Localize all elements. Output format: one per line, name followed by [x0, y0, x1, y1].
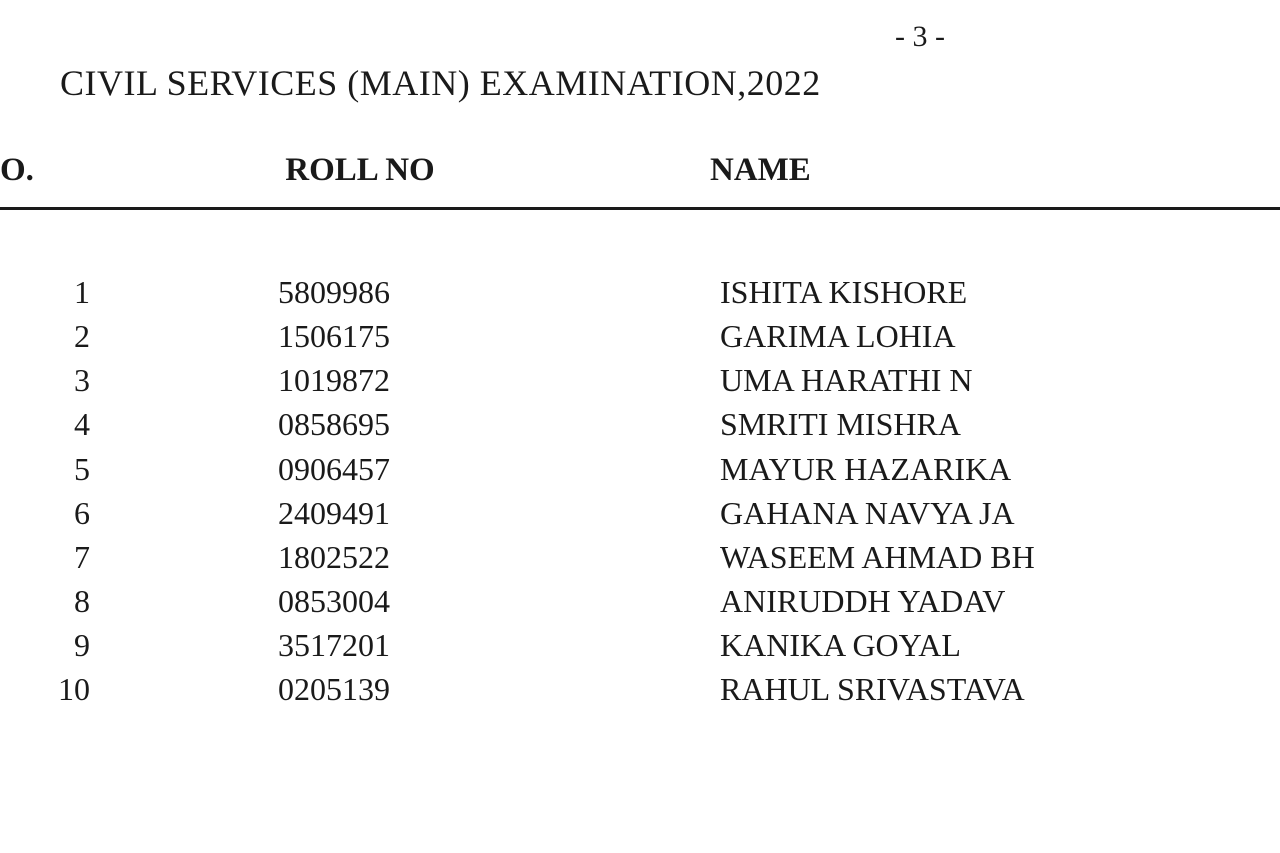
cell-sno: 3	[30, 358, 120, 402]
cell-name: SMRITI MISHRA	[540, 402, 1280, 446]
cell-name: MAYUR HAZARIKA	[540, 447, 1280, 491]
cell-roll: 1019872	[120, 358, 540, 402]
cell-sno: 10	[30, 667, 120, 711]
cell-roll: 3517201	[120, 623, 540, 667]
cell-sno: 7	[30, 535, 120, 579]
cell-name: RAHUL SRIVASTAVA	[540, 667, 1280, 711]
cell-sno: 6	[30, 491, 120, 535]
page-title: CIVIL SERVICES (MAIN) EXAMINATION,2022	[60, 62, 1280, 104]
cell-name: UMA HARATHI N	[540, 358, 1280, 402]
table-row: 2 1506175 GARIMA LOHIA	[30, 314, 1280, 358]
cell-roll: 0853004	[120, 579, 540, 623]
header-divider	[0, 207, 1280, 210]
table-body: 1 5809986 ISHITA KISHORE 2 1506175 GARIM…	[0, 270, 1280, 712]
cell-sno: 8	[30, 579, 120, 623]
cell-roll: 0858695	[120, 402, 540, 446]
header-sno: O.	[0, 152, 100, 189]
cell-name: ISHITA KISHORE	[540, 270, 1280, 314]
cell-sno: 2	[30, 314, 120, 358]
cell-name: KANIKA GOYAL	[540, 623, 1280, 667]
table-row: 9 3517201 KANIKA GOYAL	[30, 623, 1280, 667]
cell-sno: 5	[30, 447, 120, 491]
cell-roll: 1506175	[120, 314, 540, 358]
page-number: - 3 -	[560, 20, 1280, 54]
cell-roll: 5809986	[120, 270, 540, 314]
table-header: O. ROLL NO NAME	[0, 152, 1280, 189]
table-row: 3 1019872 UMA HARATHI N	[30, 358, 1280, 402]
cell-name: WASEEM AHMAD BH	[540, 535, 1280, 579]
cell-roll: 0906457	[120, 447, 540, 491]
cell-roll: 2409491	[120, 491, 540, 535]
cell-name: GAHANA NAVYA JA	[540, 491, 1280, 535]
cell-sno: 4	[30, 402, 120, 446]
header-roll: ROLL NO	[100, 152, 480, 189]
cell-sno: 9	[30, 623, 120, 667]
cell-roll: 1802522	[120, 535, 540, 579]
table-row: 6 2409491 GAHANA NAVYA JA	[30, 491, 1280, 535]
table-row: 1 5809986 ISHITA KISHORE	[30, 270, 1280, 314]
cell-roll: 0205139	[120, 667, 540, 711]
table-row: 5 0906457 MAYUR HAZARIKA	[30, 447, 1280, 491]
cell-name: GARIMA LOHIA	[540, 314, 1280, 358]
cell-name: ANIRUDDH YADAV	[540, 579, 1280, 623]
table-row: 8 0853004 ANIRUDDH YADAV	[30, 579, 1280, 623]
cell-sno: 1	[30, 270, 120, 314]
table-row: 7 1802522 WASEEM AHMAD BH	[30, 535, 1280, 579]
table-row: 10 0205139 RAHUL SRIVASTAVA	[30, 667, 1280, 711]
header-name: NAME	[480, 152, 1280, 189]
table-row: 4 0858695 SMRITI MISHRA	[30, 402, 1280, 446]
